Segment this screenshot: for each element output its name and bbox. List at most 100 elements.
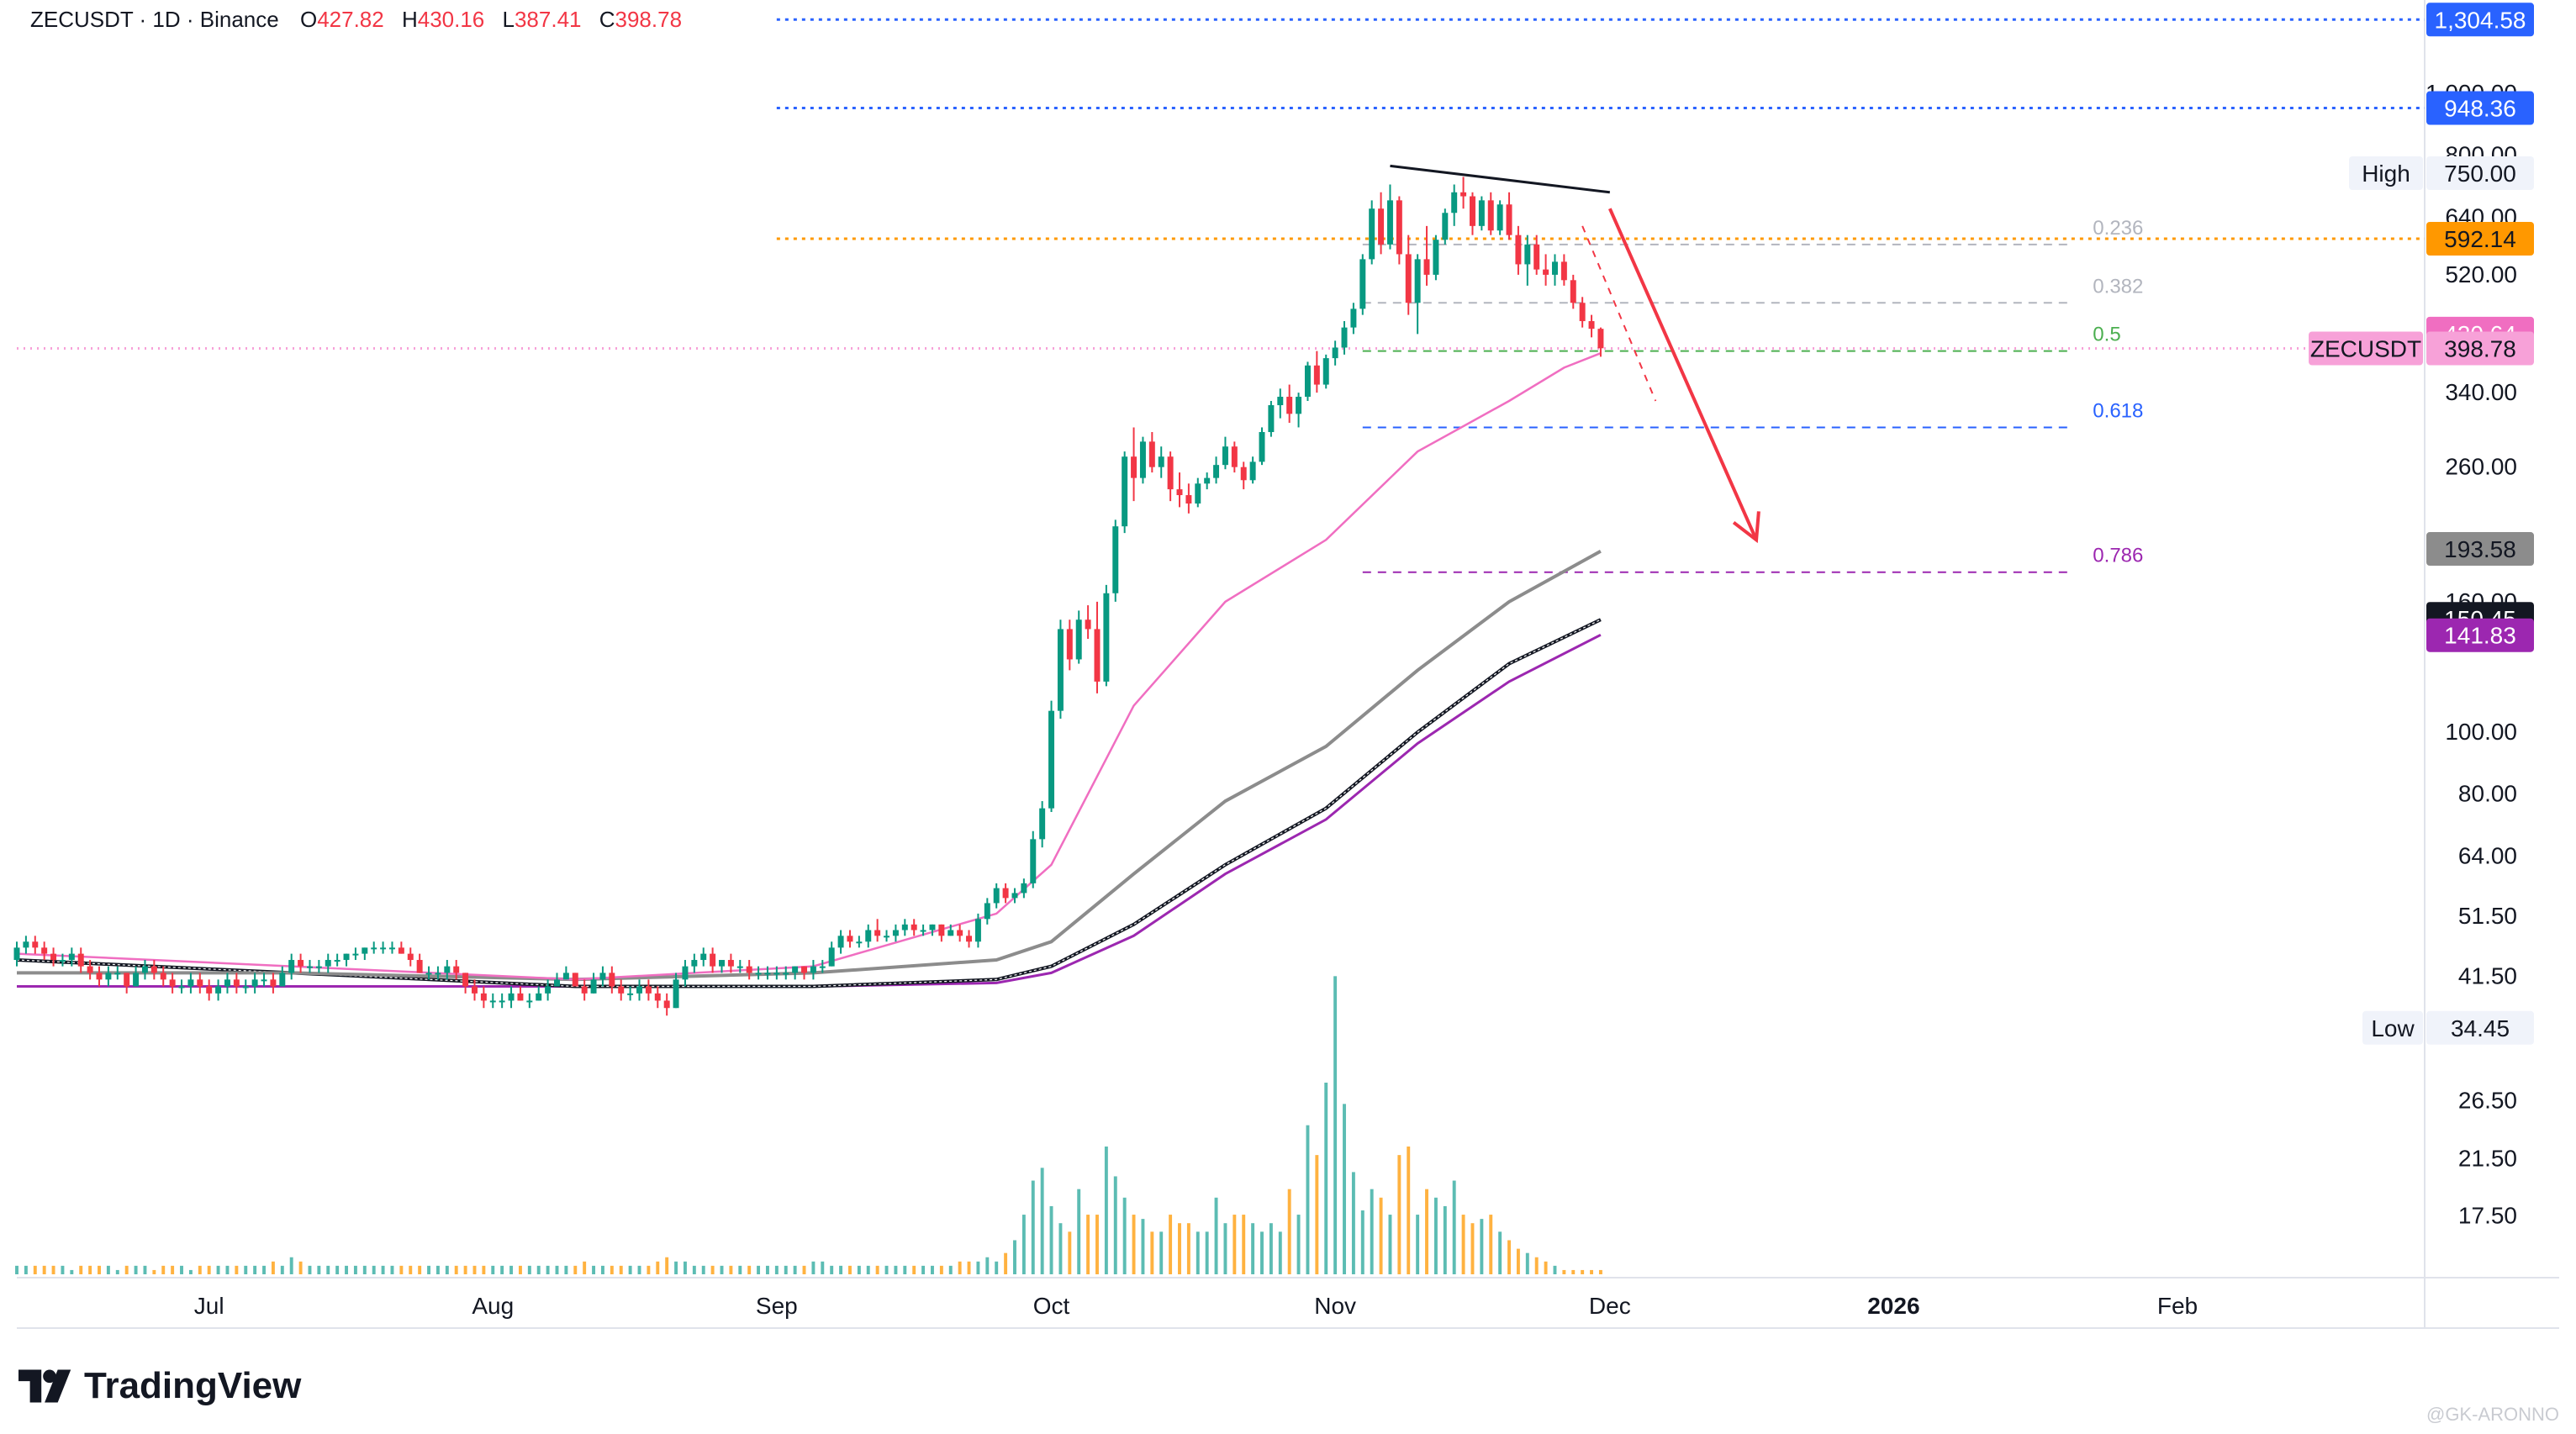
ema50-line bbox=[17, 549, 1602, 982]
candle-body bbox=[23, 941, 29, 948]
tradingview-logo[interactable]: TradingView bbox=[18, 1365, 301, 1407]
close-value: 398.78 bbox=[615, 7, 683, 32]
volume-bar bbox=[70, 1269, 74, 1274]
candle-body bbox=[1057, 629, 1064, 711]
candle-body bbox=[1560, 261, 1567, 281]
volume-bar bbox=[1196, 1231, 1200, 1274]
fib-level-label: 0.382 bbox=[2093, 275, 2143, 298]
y-tick-label: 100.00 bbox=[2445, 719, 2517, 745]
candle-body bbox=[1002, 888, 1009, 899]
volume-bar bbox=[207, 1265, 211, 1274]
candle-body bbox=[1148, 441, 1155, 467]
volume-bar bbox=[1214, 1197, 1218, 1274]
candle-body bbox=[1350, 308, 1357, 328]
candle-body bbox=[1460, 192, 1467, 197]
volume-bar bbox=[628, 1265, 632, 1274]
volume-bar bbox=[866, 1265, 870, 1274]
price-tag bbox=[2426, 331, 2534, 366]
candle-body bbox=[663, 1000, 670, 1009]
volume-bar bbox=[1233, 1215, 1237, 1274]
dashed-projection-line bbox=[1581, 225, 1657, 402]
candle-body bbox=[388, 947, 395, 950]
candle-body bbox=[911, 924, 917, 931]
candle-body bbox=[599, 973, 606, 980]
volume-bar bbox=[830, 1265, 834, 1274]
price-tag-value: 398.78 bbox=[2444, 335, 2516, 361]
candle-body bbox=[233, 979, 240, 987]
candle-body bbox=[562, 973, 569, 980]
candle-body bbox=[974, 919, 981, 942]
candle-body bbox=[746, 966, 752, 973]
x-tick-label: 2026 bbox=[1867, 1293, 1919, 1319]
candle-body bbox=[1131, 456, 1138, 478]
candle-body bbox=[581, 986, 588, 994]
candle-body bbox=[993, 888, 1000, 904]
price-tag bbox=[2426, 3, 2534, 37]
candle-body bbox=[1112, 526, 1119, 593]
price-tag-value: 34.45 bbox=[2451, 1015, 2510, 1041]
volume-bar bbox=[271, 1261, 275, 1274]
volume-bar bbox=[583, 1261, 587, 1274]
candle-body bbox=[618, 986, 625, 994]
y-tick-label: 51.50 bbox=[2458, 903, 2517, 929]
volume-bar bbox=[848, 1265, 852, 1274]
volume-bar bbox=[1470, 1223, 1475, 1274]
volume-bar bbox=[765, 1265, 769, 1274]
volume-bar bbox=[1452, 1180, 1456, 1274]
candle-body bbox=[1176, 489, 1183, 496]
candle-body bbox=[407, 953, 414, 961]
open-label: O bbox=[299, 7, 318, 32]
volume-bar bbox=[875, 1265, 879, 1274]
volume-bar bbox=[1351, 1172, 1355, 1274]
candle-body bbox=[398, 947, 404, 954]
volume-bar bbox=[1150, 1231, 1154, 1274]
candle-body bbox=[554, 979, 560, 987]
candle-body bbox=[590, 979, 597, 994]
volume-bar bbox=[1425, 1189, 1428, 1274]
volume-bar bbox=[253, 1265, 257, 1274]
volume-bar bbox=[692, 1265, 696, 1274]
candle-body bbox=[169, 979, 176, 987]
candle-body bbox=[50, 953, 57, 961]
volume-bar bbox=[509, 1265, 514, 1274]
volume-bar bbox=[1416, 1215, 1420, 1274]
volume-bar bbox=[1058, 1223, 1063, 1274]
volume-bar bbox=[857, 1265, 861, 1274]
candle-body bbox=[1011, 893, 1018, 899]
volume-bar bbox=[317, 1265, 321, 1274]
volume-bar bbox=[967, 1261, 971, 1274]
x-tick-label: Sep bbox=[756, 1293, 798, 1319]
volume-bar bbox=[710, 1265, 715, 1274]
volume-bar bbox=[1379, 1197, 1383, 1274]
volume-bar bbox=[665, 1257, 669, 1274]
candle-body bbox=[1551, 261, 1558, 275]
volume-bar bbox=[948, 1265, 953, 1274]
volume-bar bbox=[1306, 1125, 1310, 1274]
candle-body bbox=[279, 973, 286, 987]
price-tag-label: High bbox=[2362, 161, 2410, 187]
volume-bar bbox=[527, 1265, 531, 1274]
volume-bar bbox=[564, 1265, 568, 1274]
high-label: H bbox=[401, 7, 418, 32]
candle-body bbox=[1039, 808, 1046, 840]
candle-body bbox=[1240, 467, 1247, 481]
candle-body bbox=[1487, 200, 1494, 231]
candle-body bbox=[691, 960, 698, 967]
y-tick-label: 260.00 bbox=[2445, 454, 2517, 480]
volume-bar bbox=[802, 1265, 806, 1274]
volume-bar bbox=[1581, 1269, 1585, 1274]
ema20-line bbox=[16, 352, 1602, 981]
volume-bar bbox=[1086, 1215, 1090, 1274]
volume-bar bbox=[445, 1265, 449, 1274]
x-tick-label: Jul bbox=[194, 1293, 224, 1319]
candle-body bbox=[1597, 329, 1604, 349]
volume-bar bbox=[1021, 1215, 1026, 1274]
volume-bar bbox=[15, 1265, 18, 1274]
symbol-label[interactable]: ZECUSDT · 1D · Binance bbox=[30, 7, 279, 32]
candle-body bbox=[627, 993, 634, 995]
candle-body bbox=[892, 930, 899, 936]
volume-bar bbox=[784, 1265, 788, 1274]
candle-body bbox=[242, 986, 249, 989]
candle-body bbox=[673, 979, 679, 1009]
